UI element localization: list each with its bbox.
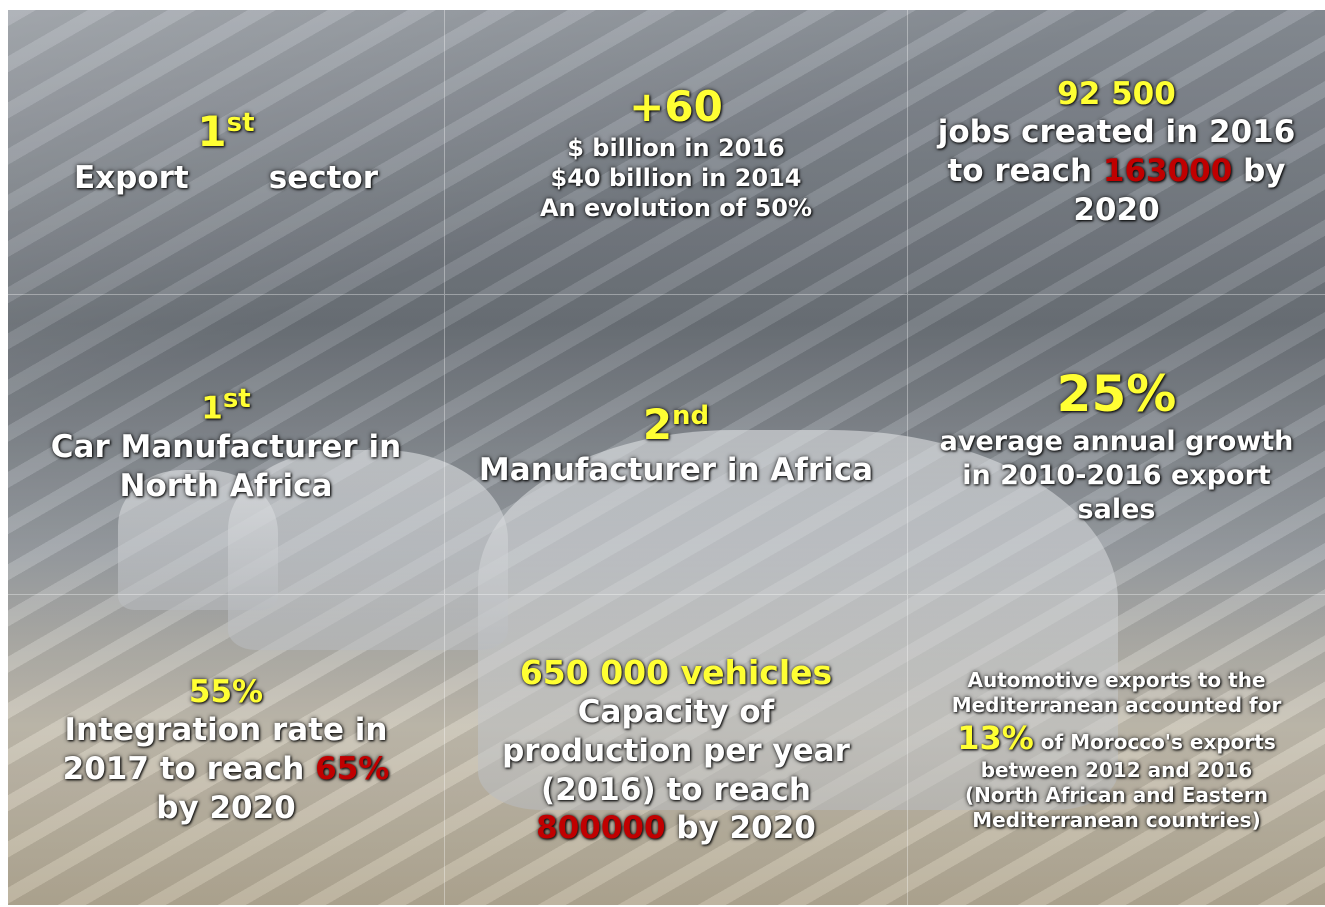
text: Export — [73, 159, 189, 196]
car-photo — [118, 470, 278, 610]
line: Manufacturer in Africa — [478, 452, 874, 489]
infographic: 1st Export sector +60 $ billion in 2016 $… — [8, 10, 1325, 905]
line: Export sector — [74, 159, 378, 198]
ordinal: nd — [672, 400, 710, 431]
cell: 55% Integration rate in 2017 to reach 65… — [8, 595, 445, 905]
line: sales — [1077, 493, 1156, 525]
headline: 25% — [1056, 364, 1177, 423]
headline: 55% — [188, 673, 264, 710]
cell: 92 500 jobs created in 2016 to reach 163… — [908, 10, 1325, 295]
number: 1 — [201, 390, 223, 427]
line: 2017 to reach 65% — [63, 750, 390, 789]
number: 1 — [197, 107, 227, 157]
text: 2017 to reach — [62, 751, 305, 787]
line: in 2010-2016 export — [962, 459, 1271, 491]
line: jobs created in 2016 — [937, 114, 1296, 151]
text: sector — [268, 159, 379, 196]
headline: 92 500 — [1057, 75, 1176, 112]
line: 13% of Morocco's exports — [957, 718, 1276, 758]
headline: 1st — [197, 106, 254, 159]
line: $ billion in 2016 — [567, 134, 785, 163]
ordinal: st — [226, 108, 255, 139]
line: An evolution of 50% — [539, 194, 813, 223]
headline: +60 — [629, 81, 723, 131]
line: 2020 — [1073, 191, 1160, 228]
line: (North African and Eastern — [965, 782, 1268, 807]
line: Capacity of — [577, 694, 775, 731]
line: 800000 by 2020 — [536, 809, 816, 848]
line: $40 billion in 2014 — [550, 164, 802, 193]
line: (2016) to reach — [541, 771, 811, 808]
text: to reach — [947, 153, 1093, 189]
line: Mediterranean accounted for — [951, 692, 1282, 717]
line: Automotive exports to the — [967, 667, 1266, 692]
line: Integration rate in — [64, 712, 388, 749]
ordinal: st — [222, 384, 251, 415]
highlight: 13% — [957, 718, 1034, 757]
cell: 650 000 vehicles Capacity of production … — [445, 595, 908, 905]
car-photo — [478, 430, 1118, 810]
line: North Africa — [119, 468, 333, 505]
headline: 1st — [201, 383, 250, 428]
text: by 2020 — [676, 810, 816, 847]
cell: 1st Export sector — [8, 10, 445, 295]
cell: 2nd Manufacturer in Africa — [445, 295, 908, 595]
highlight: 65% — [315, 751, 390, 787]
line: Mediterranean countries) — [972, 807, 1261, 832]
cell: 1st Car Manufacturer in North Africa — [8, 295, 445, 595]
text: of Morocco's exports — [1040, 729, 1276, 754]
line: by 2020 — [156, 789, 296, 826]
highlight: 163000 — [1102, 153, 1233, 189]
headline: 650 000 vehicles — [519, 652, 833, 692]
line: average annual growth — [939, 426, 1294, 458]
cell: +60 $ billion in 2016 $40 billion in 201… — [445, 10, 908, 295]
line: to reach 163000 by — [947, 152, 1285, 191]
highlight: 800000 — [536, 810, 666, 847]
line: Car Manufacturer in — [50, 429, 402, 466]
text: by — [1243, 153, 1286, 189]
line: production per year — [502, 732, 850, 769]
cell: 25% average annual growth in 2010-2016 e… — [908, 295, 1325, 595]
cell: Automotive exports to the Mediterranean … — [908, 595, 1325, 905]
headline: 2nd — [643, 399, 709, 452]
line: between 2012 and 2016 — [980, 757, 1253, 782]
number: 2 — [642, 399, 673, 449]
